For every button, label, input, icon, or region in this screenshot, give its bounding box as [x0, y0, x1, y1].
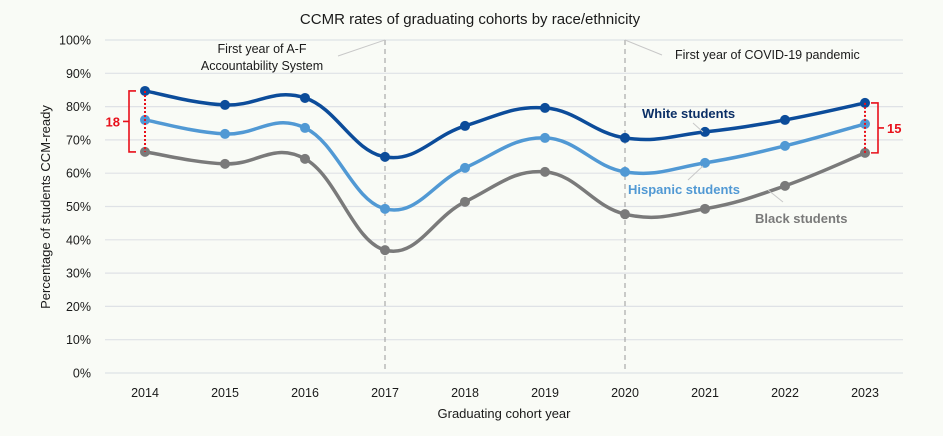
series-group: [140, 85, 870, 256]
hispanic-students-line: [143, 118, 867, 212]
black-students-point: [780, 180, 790, 191]
gap-label: 15: [887, 121, 901, 136]
white-students-point: [780, 114, 790, 125]
y-tick-label: 0%: [73, 367, 91, 381]
gap-label: 18: [106, 114, 120, 129]
y-tick-label: 10%: [66, 333, 91, 347]
white-students-point: [380, 151, 390, 162]
chart-title: CCMR rates of graduating cohorts by race…: [300, 11, 641, 28]
black-students-point: [380, 245, 390, 256]
y-tick-label: 100%: [59, 34, 91, 48]
white-students-line: [143, 89, 867, 160]
y-tick-label: 30%: [66, 267, 91, 281]
annotation-leader: [337, 39, 386, 57]
y-axis-label: Percentage of students CCM-ready: [38, 105, 53, 309]
hispanic-students-point: [380, 203, 390, 214]
y-axis-ticks: 0% 10% 20% 30% 40% 50% 60% 70% 80% 90% 100%: [59, 34, 91, 381]
y-tick-label: 20%: [66, 300, 91, 314]
x-tick-label: 2022: [771, 386, 799, 400]
gridlines: [105, 39, 903, 374]
x-axis-ticks: 2014 2015 2016 2017 2018 2019 2020 2021 2022 2023: [131, 386, 879, 400]
label-leader: [767, 189, 784, 203]
y-tick-label: 40%: [66, 233, 91, 247]
x-tick-label: 2020: [611, 386, 639, 400]
y-tick-label: 70%: [66, 133, 91, 147]
hispanic-students-point: [620, 166, 630, 177]
y-tick-label: 90%: [66, 67, 91, 81]
x-tick-label: 2014: [131, 386, 159, 400]
annotation-text: First year of A-F: [218, 42, 307, 56]
label-leader: [687, 165, 704, 181]
white-students-point: [620, 132, 630, 143]
black-students-point: [620, 209, 630, 220]
series-label: Hispanic students: [628, 182, 740, 197]
hispanic-students-point: [300, 122, 310, 133]
x-tick-label: 2017: [371, 386, 399, 400]
x-tick-label: 2023: [851, 386, 879, 400]
annotation-text: First year of COVID-19 pandemic: [675, 48, 860, 62]
hispanic-students-point: [540, 132, 550, 143]
series-label: White students: [642, 106, 735, 121]
hispanic-students-point: [220, 128, 230, 139]
hispanic-students-point: [780, 140, 790, 151]
gap-bracket: [123, 90, 136, 153]
label-leader: [692, 122, 704, 133]
white-students-point: [300, 92, 310, 103]
white-students-point: [540, 102, 550, 113]
black-students-point: [300, 153, 310, 164]
event-annotations: First year of A-F Accountability System Fi…: [201, 39, 860, 373]
series-label: Black students: [755, 211, 847, 226]
annotation-leader: [624, 39, 663, 56]
x-tick-label: 2019: [531, 386, 559, 400]
x-tick-label: 2018: [451, 386, 479, 400]
black-students-point: [220, 158, 230, 169]
y-tick-label: 50%: [66, 200, 91, 214]
gap-markers: 18 15: [106, 90, 901, 154]
white-students-point: [700, 126, 710, 137]
black-students-point: [540, 166, 550, 177]
x-axis-label: Graduating cohort year: [438, 406, 572, 421]
black-students-point: [460, 196, 470, 207]
hispanic-students-point: [700, 157, 710, 168]
black-students-point: [700, 203, 710, 214]
white-students-point: [220, 99, 230, 110]
gap-bracket: [871, 102, 884, 154]
x-tick-label: 2016: [291, 386, 319, 400]
y-tick-label: 60%: [66, 167, 91, 181]
white-students-point: [460, 120, 470, 131]
y-tick-label: 80%: [66, 100, 91, 114]
annotation-text: Accountability System: [201, 59, 323, 73]
black-students-line: [143, 150, 867, 254]
hispanic-students-point: [460, 162, 470, 173]
series-labels: White students Hispanic students Black stu…: [628, 106, 847, 226]
x-tick-label: 2015: [211, 386, 239, 400]
x-tick-label: 2021: [691, 386, 719, 400]
